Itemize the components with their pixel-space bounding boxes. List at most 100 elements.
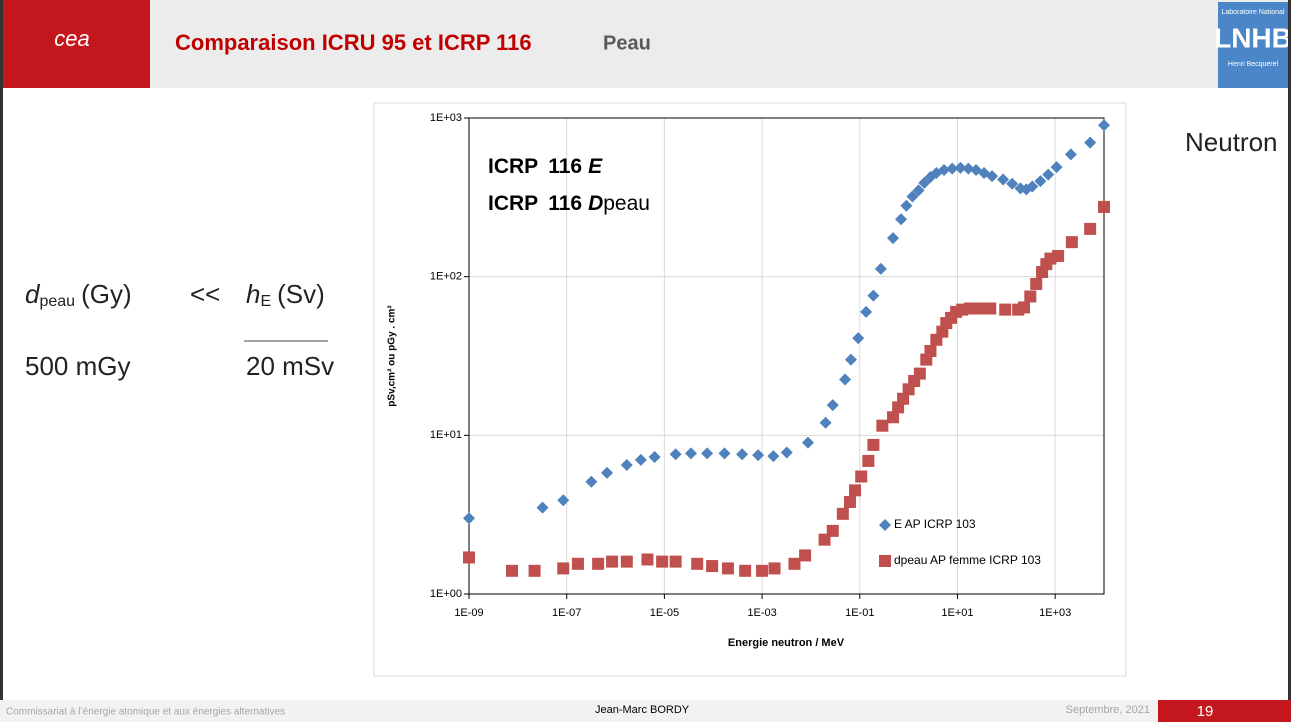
square-marker (606, 555, 619, 568)
square-marker (867, 438, 880, 451)
diamond-marker (463, 512, 475, 525)
legend-label: E AP ICRP 103 (894, 517, 976, 531)
square-marker (826, 524, 839, 537)
y-tick-label: 1E+00 (430, 588, 462, 600)
diamond-marker (684, 447, 697, 460)
square-marker (876, 419, 889, 432)
x-axis-label: Energie neutron / MeV (728, 637, 845, 649)
square-marker (862, 454, 875, 467)
diamond-marker (1026, 180, 1039, 193)
diamond-marker (1006, 177, 1019, 190)
y-tick-label: 1E+02 (430, 271, 462, 283)
diamond-marker (767, 450, 780, 463)
square-marker (887, 411, 900, 424)
lnhb-top: Laboratoire National (1221, 9, 1284, 16)
annotation: ICRP 116 Dpeau (488, 192, 650, 215)
square-marker (1030, 277, 1043, 290)
plot-border (468, 117, 1105, 595)
diamond-marker (895, 213, 908, 226)
diamond-marker (839, 373, 852, 386)
right-edge (1288, 0, 1291, 722)
value-left: 500 mGy (25, 351, 131, 381)
square-marker (963, 302, 976, 315)
diamond-marker (620, 459, 633, 472)
header-subtitle: Peau (603, 32, 651, 54)
square-marker (913, 367, 926, 380)
diamond-marker (1042, 168, 1055, 181)
diamond-marker (1064, 148, 1077, 161)
square-marker (691, 557, 704, 570)
diamond-marker (1084, 136, 1097, 149)
square-marker (924, 345, 937, 358)
square-marker (999, 303, 1012, 316)
diamond-marker (585, 475, 598, 488)
diamond-marker (860, 305, 873, 318)
annotation: ICRP 116 E (488, 155, 603, 178)
square-marker (1084, 222, 1097, 235)
square-marker (592, 557, 605, 570)
square-marker (669, 555, 682, 568)
x-tick-label: 1E-01 (845, 607, 874, 619)
diamond-marker (946, 162, 959, 175)
side-label: Neutron (1185, 127, 1278, 157)
square-marker (463, 551, 475, 564)
diamond-marker (867, 289, 880, 302)
diamond-marker (1034, 175, 1047, 188)
diamond-marker (906, 190, 919, 203)
footer-date: Septembre, 2021 (1066, 704, 1150, 716)
diamond-marker (1050, 161, 1063, 174)
legend-marker (879, 519, 891, 531)
lnhb-bottom: Henri Becquerel (1228, 61, 1279, 68)
x-tick-label: 1E-03 (747, 607, 776, 619)
chart-frame (373, 102, 1127, 677)
square-marker (739, 564, 752, 577)
formula-left: dpeau (Gy) (25, 279, 132, 310)
y-tick-label: 1E+03 (430, 112, 462, 124)
square-marker (788, 557, 801, 570)
diamond-marker (826, 399, 839, 412)
square-marker (571, 557, 584, 570)
diamond-marker (887, 232, 900, 245)
diamond-marker (736, 448, 749, 461)
diamond-marker (986, 170, 999, 183)
legend-marker (879, 555, 891, 567)
cea-logo-box (0, 0, 150, 88)
legend-label: dpeau AP femme ICRP 103 (894, 553, 1041, 567)
square-marker (706, 560, 719, 573)
diamond-marker (819, 416, 832, 429)
footer-org: Commissariat à l’énergie atomique et aux… (6, 707, 285, 718)
cea-logo: cea (54, 26, 89, 51)
diamond-marker (634, 453, 647, 466)
diamond-marker (601, 466, 614, 479)
page-number: 19 (1197, 703, 1214, 720)
square-marker (855, 470, 868, 483)
formula-right: hE (Sv) (246, 279, 325, 310)
x-tick-label: 1E-05 (650, 607, 679, 619)
lnhb-logo: LNHB (1214, 22, 1291, 53)
square-marker (849, 484, 862, 497)
square-marker (620, 555, 633, 568)
square-marker (799, 549, 812, 562)
square-marker (656, 555, 669, 568)
square-marker (768, 562, 781, 575)
square-marker (836, 507, 849, 520)
diamond-marker (912, 184, 925, 197)
square-marker (641, 553, 654, 566)
square-marker (1098, 200, 1110, 213)
page-box (1158, 700, 1291, 722)
diamond-marker (997, 173, 1010, 186)
diamond-marker (844, 353, 857, 366)
square-marker (557, 562, 570, 575)
square-marker (1052, 249, 1065, 262)
y-axis-label: pSv,cm² ou pGy . cm² (387, 305, 398, 407)
x-tick-label: 1E+01 (941, 607, 973, 619)
diamond-marker (801, 436, 814, 449)
diamond-marker (780, 446, 793, 459)
diamond-marker (701, 447, 714, 460)
square-marker (1044, 252, 1057, 265)
y-tick-label: 1E+01 (430, 429, 462, 441)
square-marker (721, 562, 734, 575)
diamond-marker (718, 447, 731, 460)
square-marker (1024, 290, 1037, 303)
